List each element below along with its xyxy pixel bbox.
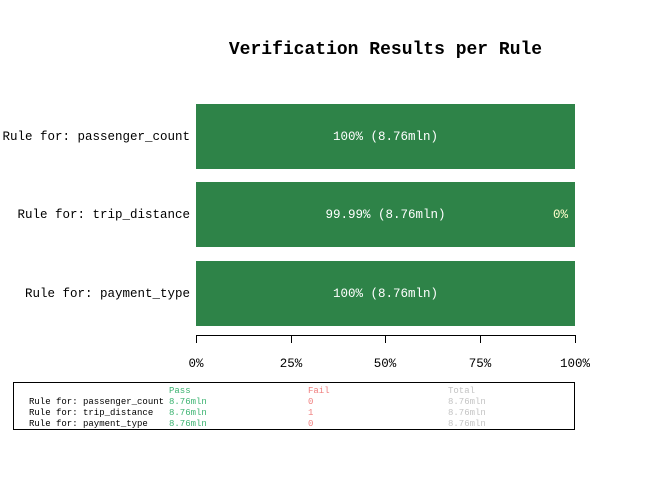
x-axis-tick (196, 335, 197, 343)
table-cell-rule-label: Rule for: passenger_count (29, 396, 165, 407)
table-header-pass: Pass (169, 385, 191, 396)
bar-value-label: 99.99% (8.76mln) (325, 207, 446, 222)
table-cell-fail: 0 (308, 418, 314, 429)
x-axis-tick (291, 335, 292, 343)
bar-value-label: 100% (8.76mln) (332, 129, 439, 144)
table-header-fail: Fail (308, 385, 330, 396)
y-axis-label-passenger-count: Rule for: passenger_count (2, 129, 190, 144)
table-cell-pass: 8.76mln (169, 418, 207, 429)
y-axis-label-payment-type: Rule for: payment_type (24, 286, 190, 301)
table-header-total: Total (448, 385, 476, 396)
table-header-row: Pass Fail Total (14, 385, 574, 396)
table-cell-rule-label: Rule for: trip_distance (29, 407, 154, 418)
bar-value-label: 100% (8.76mln) (332, 286, 439, 301)
table-cell-pass: 8.76mln (169, 407, 207, 418)
x-axis-tick (575, 335, 576, 343)
table-cell-total: 8.76mln (448, 407, 486, 418)
table-cell-total: 8.76mln (448, 396, 486, 407)
table-row: Rule for: payment_type 8.76mln 0 8.76mln (14, 418, 574, 429)
x-axis-tick (385, 335, 386, 343)
table-cell-pass: 8.76mln (169, 396, 207, 407)
bar-passenger-count: 100% (8.76mln) (196, 104, 575, 169)
table-cell-fail: 1 (308, 407, 314, 418)
x-axis-line (196, 335, 576, 336)
table-cell-rule-label: Rule for: payment_type (29, 418, 148, 429)
x-axis-tick-label: 75% (468, 357, 492, 371)
x-axis-tick-label: 50% (373, 357, 397, 371)
bar-payment-type: 100% (8.76mln) (196, 261, 575, 326)
table-row: Rule for: passenger_count 8.76mln 0 8.76… (14, 396, 574, 407)
x-axis-tick-label: 100% (559, 357, 590, 371)
x-axis-tick (480, 335, 481, 343)
x-axis-tick-label: 25% (279, 357, 303, 371)
y-axis-label-trip-distance: Rule for: trip_distance (17, 207, 190, 222)
fail-percent-label: 0% (552, 207, 568, 222)
table-cell-fail: 0 (308, 396, 314, 407)
table-row: Rule for: trip_distance 8.76mln 1 8.76ml… (14, 407, 574, 418)
table-cell-total: 8.76mln (448, 418, 486, 429)
chart-title: Verification Results per Rule (228, 40, 543, 60)
summary-table: Pass Fail Total Rule for: passenger_coun… (13, 382, 575, 430)
x-axis-tick-label: 0% (188, 357, 204, 371)
bar-trip-distance: 99.99% (8.76mln) 0% (196, 182, 575, 247)
